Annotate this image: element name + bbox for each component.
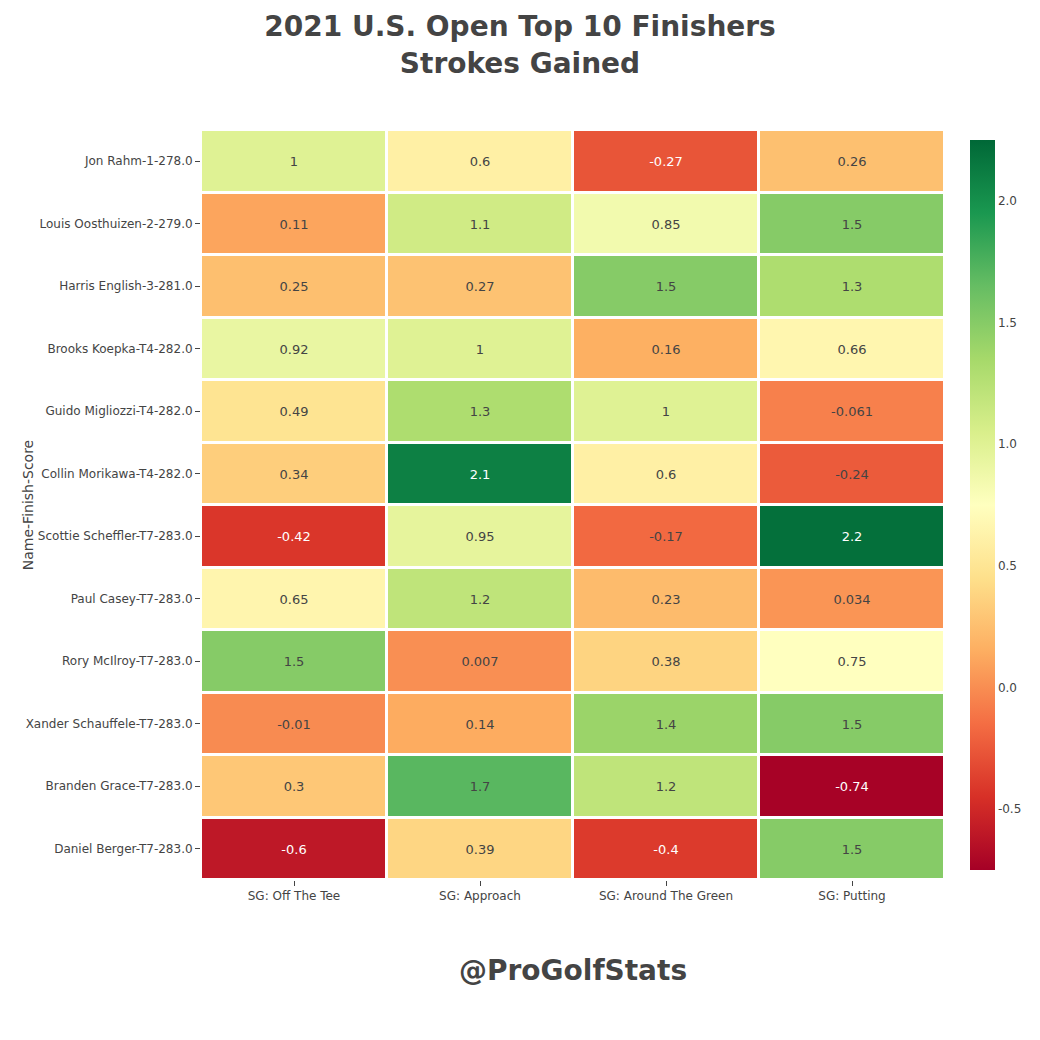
svg-text:0.38: 0.38 — [652, 654, 681, 669]
svg-text:0.3: 0.3 — [284, 779, 305, 794]
svg-text:Louis Oosthuizen-2-279.0: Louis Oosthuizen-2-279.0 — [40, 217, 193, 231]
svg-text:0.34: 0.34 — [280, 467, 309, 482]
svg-text:2.1: 2.1 — [470, 467, 491, 482]
svg-text:Jon Rahm-1-278.0: Jon Rahm-1-278.0 — [84, 154, 193, 168]
svg-text:0.95: 0.95 — [466, 529, 495, 544]
svg-text:-0.6: -0.6 — [281, 842, 306, 857]
svg-text:SG: Around The Green: SG: Around The Green — [599, 889, 733, 903]
svg-text:Paul Casey-T7-283.0: Paul Casey-T7-283.0 — [71, 592, 193, 606]
svg-text:0.6: 0.6 — [470, 154, 491, 169]
svg-text:0.14: 0.14 — [466, 717, 495, 732]
svg-text:-0.24: -0.24 — [835, 467, 869, 482]
svg-text:0.49: 0.49 — [280, 404, 309, 419]
svg-text:Rory McIlroy-T7-283.0: Rory McIlroy-T7-283.0 — [62, 654, 193, 668]
svg-text:1.5: 1.5 — [842, 717, 863, 732]
svg-text:1.7: 1.7 — [470, 779, 491, 794]
svg-text:@ProGolfStats: @ProGolfStats — [459, 954, 687, 987]
svg-text:-0.5: -0.5 — [998, 802, 1021, 816]
svg-text:0.16: 0.16 — [652, 342, 681, 357]
svg-text:Xander Schauffele-T7-283.0: Xander Schauffele-T7-283.0 — [26, 717, 193, 731]
svg-text:-0.17: -0.17 — [649, 529, 683, 544]
svg-text:0.034: 0.034 — [833, 592, 870, 607]
svg-text:-0.42: -0.42 — [277, 529, 311, 544]
svg-text:1.5: 1.5 — [842, 842, 863, 857]
svg-text:0.6: 0.6 — [656, 467, 677, 482]
svg-text:1.0: 1.0 — [998, 437, 1017, 451]
svg-text:0.75: 0.75 — [838, 654, 867, 669]
svg-text:1: 1 — [662, 404, 670, 419]
svg-text:1.3: 1.3 — [470, 404, 491, 419]
svg-text:0.39: 0.39 — [466, 842, 495, 857]
svg-text:Daniel Berger-T7-283.0: Daniel Berger-T7-283.0 — [54, 842, 192, 856]
svg-text:Harris English-3-281.0: Harris English-3-281.0 — [59, 279, 192, 293]
svg-text:2.0: 2.0 — [998, 194, 1017, 208]
svg-text:1.5: 1.5 — [656, 279, 677, 294]
svg-text:1: 1 — [290, 154, 298, 169]
svg-text:SG: Approach: SG: Approach — [439, 889, 521, 903]
svg-text:0.5: 0.5 — [998, 559, 1017, 573]
svg-text:0.92: 0.92 — [280, 342, 309, 357]
svg-text:1.3: 1.3 — [842, 279, 863, 294]
svg-text:Brooks Koepka-T4-282.0: Brooks Koepka-T4-282.0 — [47, 342, 192, 356]
svg-text:1.2: 1.2 — [656, 779, 677, 794]
svg-text:0.23: 0.23 — [652, 592, 681, 607]
svg-text:1: 1 — [476, 342, 484, 357]
svg-text:0.007: 0.007 — [461, 654, 498, 669]
svg-text:1.5: 1.5 — [284, 654, 305, 669]
svg-text:0.25: 0.25 — [280, 279, 309, 294]
svg-text:-0.27: -0.27 — [649, 154, 683, 169]
svg-text:0.85: 0.85 — [652, 217, 681, 232]
svg-text:1.1: 1.1 — [470, 217, 491, 232]
svg-text:0.26: 0.26 — [838, 154, 867, 169]
svg-text:Name-Finish-Score: Name-Finish-Score — [20, 440, 36, 570]
svg-text:1.5: 1.5 — [842, 217, 863, 232]
svg-text:1.2: 1.2 — [470, 592, 491, 607]
svg-text:SG: Off The Tee: SG: Off The Tee — [248, 889, 341, 903]
svg-text:Collin Morikawa-T4-282.0: Collin Morikawa-T4-282.0 — [41, 467, 192, 481]
svg-text:-0.01: -0.01 — [277, 717, 311, 732]
svg-text:0.11: 0.11 — [280, 217, 309, 232]
svg-text:2021 U.S. Open Top 10 Finisher: 2021 U.S. Open Top 10 FinishersStrokes G… — [264, 10, 776, 79]
svg-text:SG: Putting: SG: Putting — [818, 889, 885, 903]
svg-text:2.2: 2.2 — [842, 529, 863, 544]
svg-text:-0.4: -0.4 — [653, 842, 678, 857]
svg-text:-0.061: -0.061 — [831, 404, 873, 419]
svg-text:0.65: 0.65 — [280, 592, 309, 607]
svg-text:0.0: 0.0 — [998, 681, 1017, 695]
svg-text:0.66: 0.66 — [838, 342, 867, 357]
svg-text:Branden Grace-T7-283.0: Branden Grace-T7-283.0 — [46, 779, 193, 793]
svg-text:1.4: 1.4 — [656, 717, 677, 732]
svg-text:0.27: 0.27 — [466, 279, 495, 294]
svg-text:1.5: 1.5 — [998, 316, 1017, 330]
svg-text:Guido Migliozzi-T4-282.0: Guido Migliozzi-T4-282.0 — [45, 404, 192, 418]
svg-text:-0.74: -0.74 — [835, 779, 869, 794]
svg-text:Scottie Scheffler-T7-283.0: Scottie Scheffler-T7-283.0 — [38, 529, 193, 543]
